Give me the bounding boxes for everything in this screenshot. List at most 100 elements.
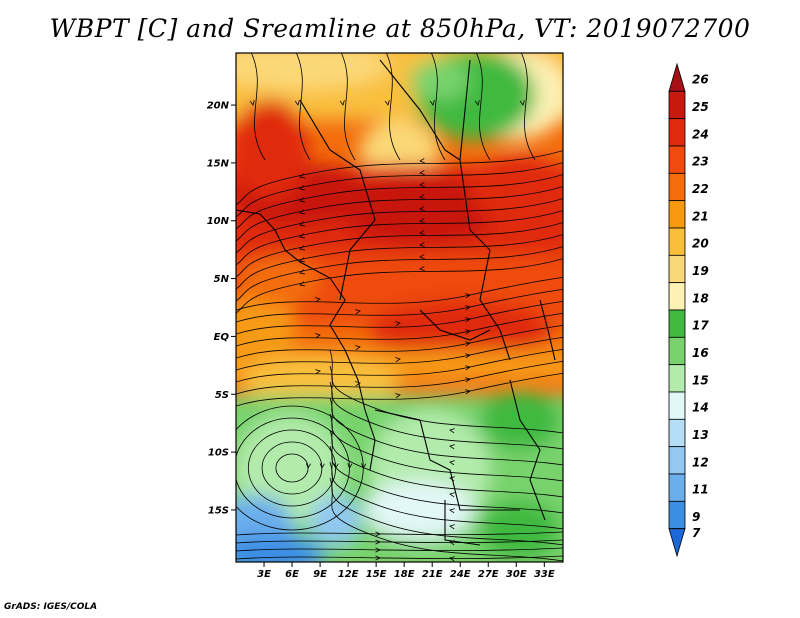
colorbar-label: 18 bbox=[692, 291, 709, 305]
streamline-arrow bbox=[315, 369, 321, 375]
streamline bbox=[236, 150, 563, 206]
colorbar-label: 16 bbox=[692, 346, 709, 360]
colorbar-label: 19 bbox=[692, 264, 709, 278]
colorbar-label: 21 bbox=[692, 209, 709, 223]
streamline-arrow bbox=[429, 100, 435, 106]
streamline bbox=[236, 312, 563, 347]
streamline-arrow bbox=[355, 345, 361, 351]
streamline-arrow bbox=[299, 257, 305, 263]
lat-tick-label: 5S bbox=[215, 390, 229, 401]
lat-tick-label: 15N bbox=[207, 158, 230, 169]
streamline-arrow bbox=[319, 463, 325, 469]
lat-tick-label: 5N bbox=[214, 274, 230, 285]
colorbar-label: 20 bbox=[692, 237, 709, 251]
lon-tick-label: 12E bbox=[338, 569, 359, 580]
streamline bbox=[236, 324, 563, 359]
streamline bbox=[430, 53, 446, 161]
lon-tick-label: 15E bbox=[366, 569, 387, 580]
lat-tick-label: 10S bbox=[208, 448, 229, 459]
streamline-arrow bbox=[465, 305, 471, 311]
streamline bbox=[236, 222, 563, 278]
streamline-arrow bbox=[294, 100, 300, 106]
streamline-arrow bbox=[375, 539, 381, 545]
streamline-arrow bbox=[419, 170, 425, 176]
colorbar-label: 26 bbox=[692, 73, 709, 87]
streamline-arrow bbox=[347, 463, 353, 469]
streamline-arrow bbox=[465, 353, 471, 359]
streamline bbox=[236, 531, 563, 536]
streamline-arrow bbox=[395, 321, 401, 327]
streamline-arrow bbox=[465, 329, 471, 335]
colorbar: 26 25 24 23 22 21 20 19 18 17 16 15 14 13 12 11 9 7 bbox=[668, 62, 709, 558]
streamline-arrow bbox=[299, 221, 305, 227]
colorbar-swatch bbox=[668, 446, 686, 475]
streamline-arrow bbox=[299, 197, 305, 203]
streamline-arrow bbox=[419, 158, 425, 164]
colorbar-label: 15 bbox=[692, 373, 709, 387]
streamline bbox=[236, 336, 563, 371]
longitude-axis: 3E 6E 9E 12E 15E 18E 21E 24E 27E 30E 33E bbox=[257, 562, 555, 580]
colorbar-label: 22 bbox=[692, 182, 709, 196]
streamline-arrow bbox=[419, 242, 425, 248]
streamline bbox=[250, 53, 266, 161]
lon-tick-label: 3E bbox=[257, 569, 271, 580]
colorbar-swatch bbox=[668, 336, 686, 366]
streamline bbox=[236, 555, 563, 560]
streamline bbox=[236, 246, 563, 302]
streamline-arrow bbox=[419, 230, 425, 236]
streamline-arrow bbox=[449, 556, 455, 562]
colorbar-label: 9 bbox=[692, 510, 700, 524]
lon-tick-label: 9E bbox=[313, 569, 327, 580]
colorbar-label: 12 bbox=[692, 455, 709, 469]
streamline-arrow bbox=[449, 460, 455, 466]
streamline bbox=[236, 288, 563, 323]
streamline-arrow bbox=[449, 540, 455, 546]
streamline-arrow bbox=[395, 393, 401, 399]
streamline-arrow bbox=[419, 206, 425, 212]
colorbar-label: 7 bbox=[692, 526, 701, 540]
streamline-arrow bbox=[299, 209, 305, 215]
colorbar-swatch bbox=[668, 528, 686, 558]
streamline-arrow bbox=[449, 524, 455, 530]
lat-tick-label: 15S bbox=[208, 505, 229, 516]
colorbar-swatch bbox=[668, 200, 686, 229]
streamline-arrow bbox=[449, 508, 455, 514]
lon-tick-label: 33E bbox=[534, 569, 555, 580]
streamline-arrow bbox=[419, 266, 425, 272]
streamline-arrow bbox=[384, 100, 390, 106]
streamline bbox=[236, 300, 563, 335]
streamline-arrow bbox=[305, 463, 312, 469]
streamline bbox=[236, 234, 563, 290]
streamline bbox=[520, 53, 536, 161]
streamline bbox=[236, 539, 563, 544]
streamline-arrow bbox=[339, 100, 345, 106]
streamline-arrow bbox=[375, 531, 381, 537]
streamline-arrow bbox=[465, 293, 471, 299]
streamline-arrow bbox=[465, 341, 471, 347]
colorbar-swatch bbox=[668, 282, 686, 311]
streamline-arrow bbox=[249, 100, 255, 106]
lon-tick-label: 6E bbox=[285, 569, 299, 580]
colorbar-swatch bbox=[668, 418, 686, 448]
colorbar-swatch bbox=[668, 500, 686, 530]
streamline-arrow bbox=[355, 381, 361, 387]
colorbar-label: 25 bbox=[692, 100, 709, 114]
streamline-arrow bbox=[419, 182, 425, 188]
streamline bbox=[236, 372, 563, 407]
map-frame bbox=[235, 52, 564, 563]
streamline-arrow bbox=[375, 547, 381, 553]
streamline-arrow bbox=[299, 245, 305, 251]
lat-tick-label: EQ bbox=[214, 332, 230, 343]
streamline-arrow bbox=[419, 218, 425, 224]
streamline bbox=[236, 162, 563, 218]
colorbar-swatch bbox=[668, 118, 686, 147]
colorbar-swatch bbox=[668, 391, 686, 420]
streamline-arrow bbox=[474, 100, 480, 106]
streamline-arrow bbox=[299, 233, 305, 239]
footer-credit: GrADS: IGES/COLA bbox=[4, 602, 98, 612]
streamline-arrow bbox=[449, 492, 455, 498]
lon-tick-label: 21E bbox=[422, 569, 443, 580]
streamline-arrow bbox=[299, 269, 305, 275]
streamline-arrow bbox=[465, 317, 471, 323]
